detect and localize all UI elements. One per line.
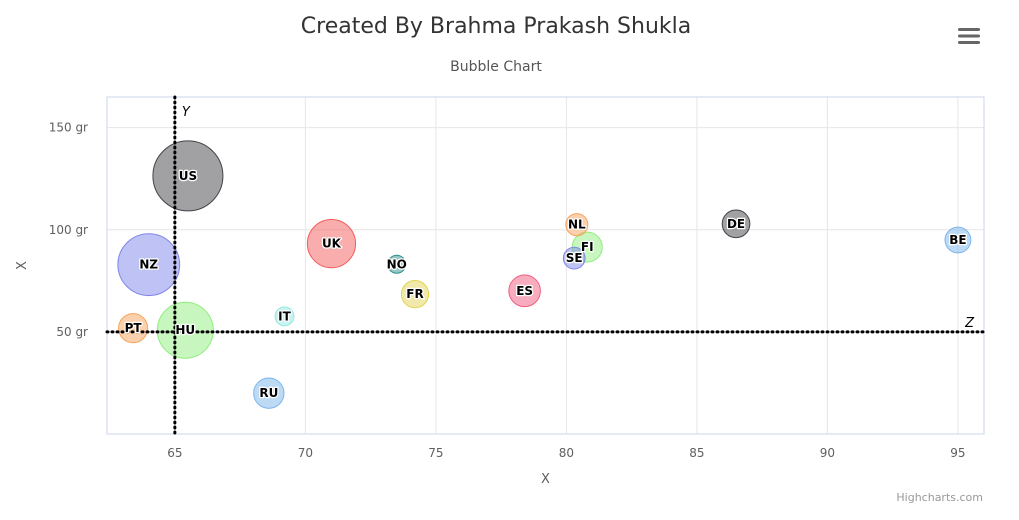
bubble-label-de: DE <box>727 217 745 231</box>
bubble-nl[interactable] <box>565 213 589 237</box>
bubble-it[interactable] <box>274 306 295 327</box>
bubble-fr[interactable] <box>400 279 430 309</box>
x-tick-label: 65 <box>167 446 182 460</box>
y-tick-label: 50 gr <box>56 325 88 339</box>
bubble-label-it: IT <box>278 309 291 323</box>
bubble-label-se: SE <box>566 251 583 265</box>
bubble-label-us: US <box>179 169 197 183</box>
hamburger-menu-icon[interactable] <box>952 22 986 50</box>
chart-subtitle: Bubble Chart <box>450 59 542 75</box>
plot-border <box>106 96 985 435</box>
bubble-label-no: NO <box>387 257 407 271</box>
bubble-label-ru: RU <box>259 386 278 400</box>
bubble-de[interactable] <box>721 209 751 239</box>
bubble-no[interactable] <box>387 254 407 274</box>
x-tick-label: 90 <box>820 446 835 460</box>
y-tick-label: 100 gr <box>49 223 88 237</box>
bubble-se[interactable] <box>562 246 586 270</box>
bubble-hu[interactable] <box>156 301 214 359</box>
plot-area <box>107 97 984 434</box>
bubble-ru[interactable] <box>253 377 285 409</box>
y-tick-label: 150 gr <box>49 121 88 135</box>
bubble-label-pt: PT <box>125 321 143 335</box>
bubble-label-fi: FI <box>581 240 594 254</box>
bubble-uk[interactable] <box>306 219 357 269</box>
x-axis-title: X <box>541 472 550 487</box>
chart-title: Created By Brahma Prakash Shukla <box>300 14 692 39</box>
x-tick-label: 70 <box>298 446 313 460</box>
plot-line-x-label: Y <box>182 105 191 120</box>
bubble-be[interactable] <box>944 226 972 254</box>
bubble-label-nz: NZ <box>139 258 158 272</box>
bubble-pt[interactable] <box>118 313 149 344</box>
bubble-label-be: BE <box>949 233 966 247</box>
x-tick-label: 95 <box>950 446 965 460</box>
x-tick-label: 85 <box>689 446 704 460</box>
bubble-nz[interactable] <box>117 233 181 297</box>
plot-line-y-label: Z <box>964 316 975 331</box>
bubble-label-fr: FR <box>406 287 423 301</box>
x-tick-label: 75 <box>428 446 443 460</box>
bubble-label-hu: HU <box>175 323 195 337</box>
credits-link[interactable]: Highcharts.com <box>896 491 983 504</box>
bubble-es[interactable] <box>508 274 541 308</box>
bubble-label-es: ES <box>516 284 533 298</box>
bubble-label-nl: NL <box>568 218 586 232</box>
bubble-us[interactable] <box>152 140 224 212</box>
bubble-label-uk: UK <box>322 237 342 251</box>
y-axis-title: X <box>15 261 30 270</box>
x-tick-label: 80 <box>559 446 574 460</box>
